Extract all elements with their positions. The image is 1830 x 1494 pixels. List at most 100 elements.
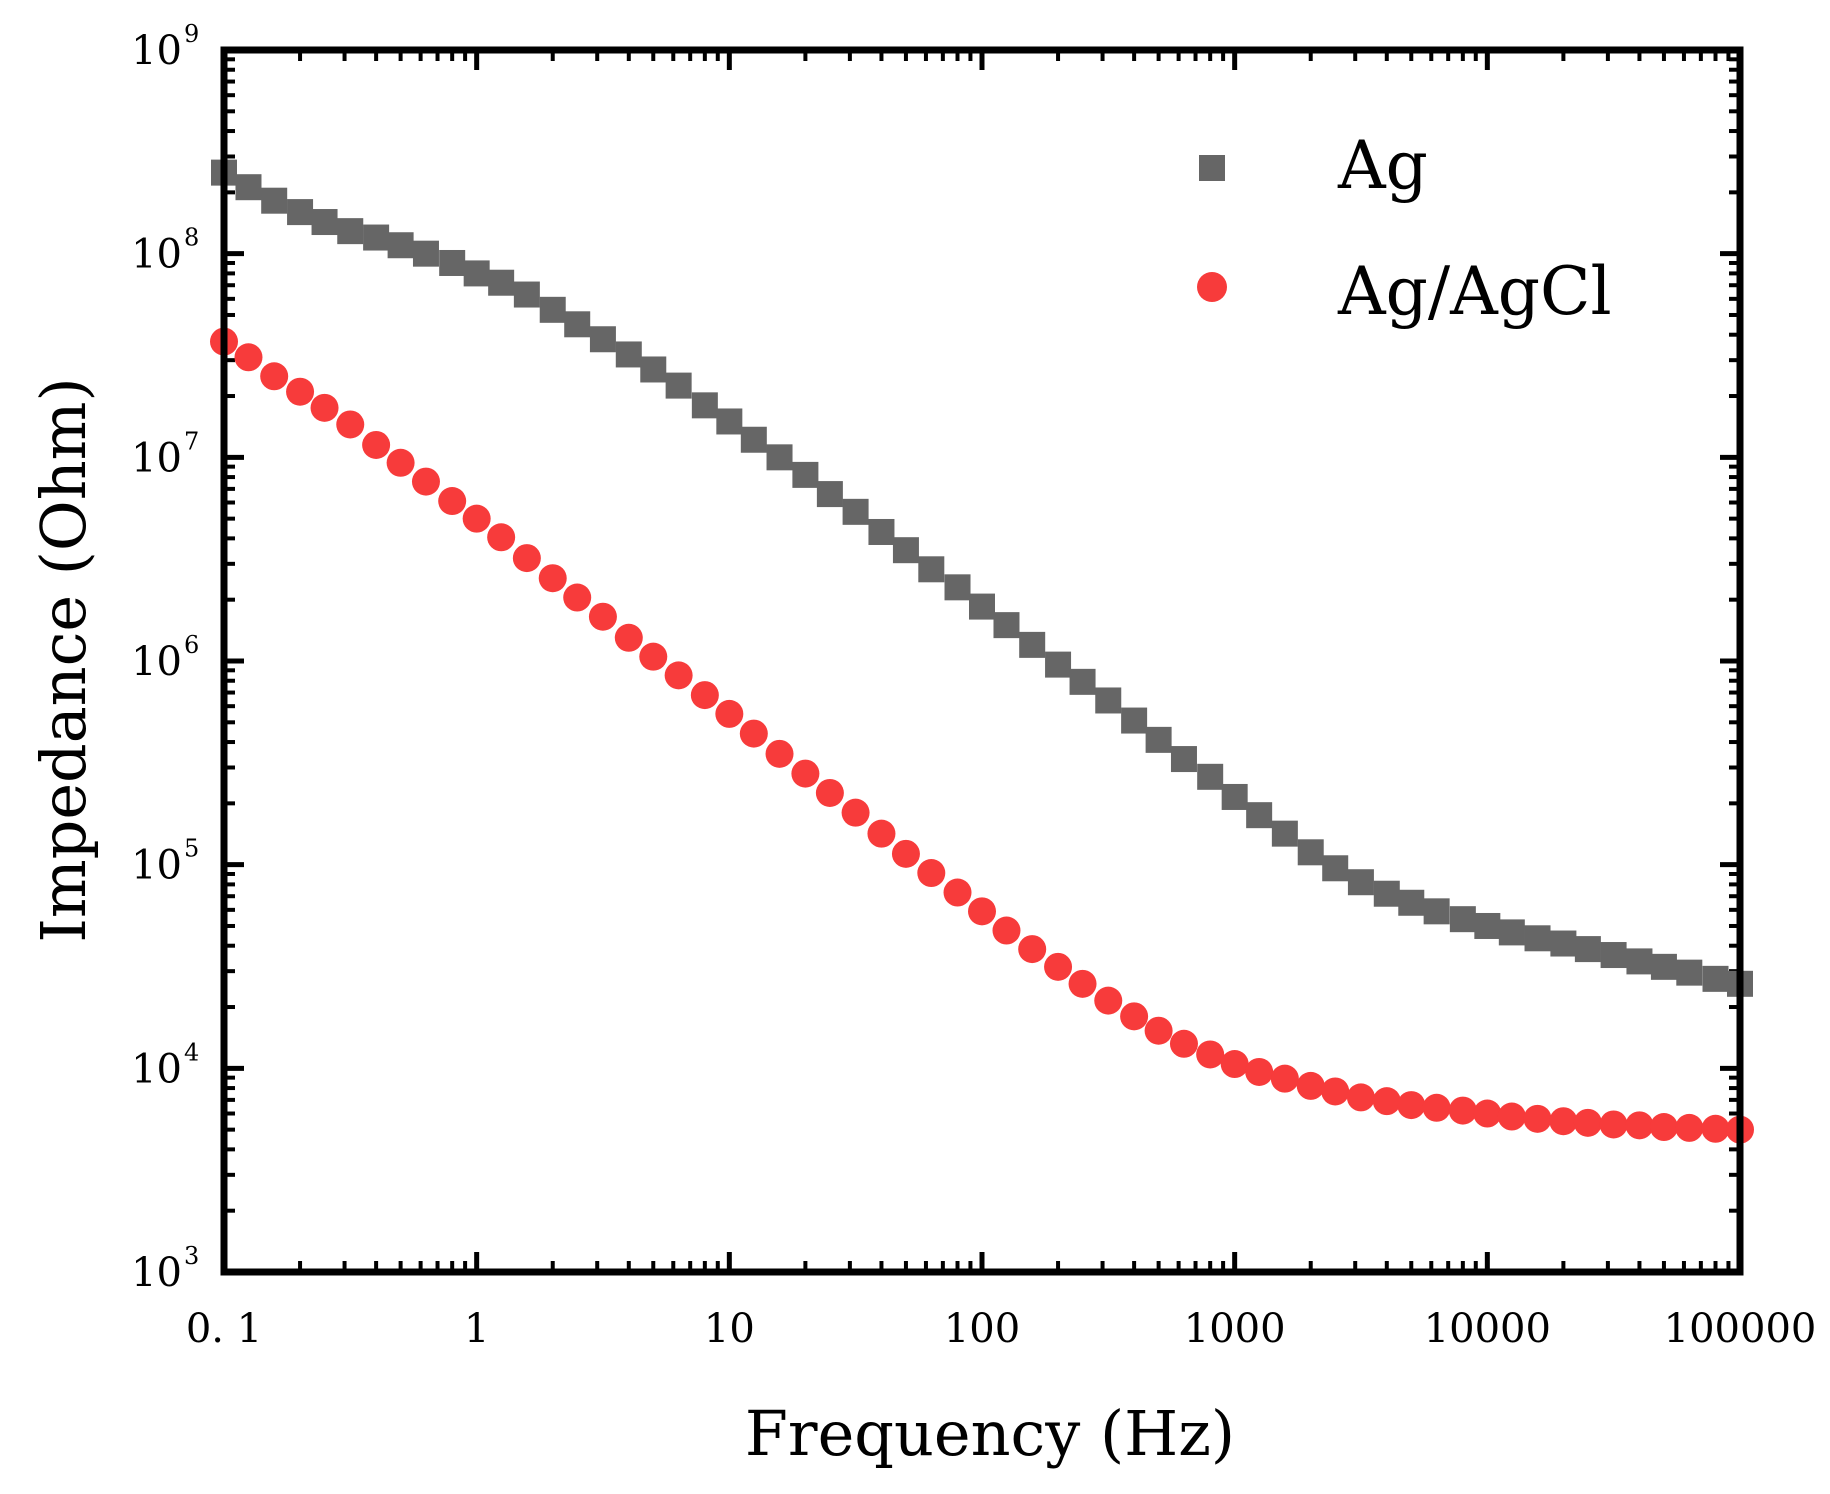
data-point: [993, 612, 1020, 639]
data-point: [234, 343, 263, 372]
y-tick-exponent: 5: [184, 835, 199, 863]
data-point: [1675, 1113, 1704, 1142]
data-point: [842, 498, 869, 525]
data-point: [691, 392, 718, 419]
data-point: [1145, 726, 1172, 753]
data-point: [1422, 1093, 1451, 1122]
data-point: [439, 249, 466, 276]
legend-label-ag: Ag: [1337, 127, 1428, 204]
data-point: [918, 556, 945, 583]
data-point: [1523, 1104, 1552, 1133]
data-point: [1372, 1087, 1401, 1116]
data-point: [892, 537, 919, 564]
data-point: [1246, 802, 1273, 829]
data-point: [1549, 1107, 1578, 1136]
y-tick-exponent: 3: [184, 1242, 199, 1270]
data-point: [1701, 1114, 1730, 1143]
data-point: [891, 839, 920, 868]
data-point: [463, 260, 490, 287]
data-point: [615, 341, 642, 368]
data-point: [1702, 965, 1729, 992]
data-point: [1423, 898, 1450, 925]
data-point: [386, 448, 415, 477]
data-point: [614, 623, 643, 652]
y-tick-exponent: 7: [184, 427, 199, 455]
data-point: [1221, 783, 1248, 810]
data-point: [539, 296, 566, 323]
data-point: [868, 518, 895, 545]
x-tick-label: 100000: [1664, 1306, 1817, 1352]
data-point: [640, 356, 667, 383]
data-point: [438, 487, 467, 516]
data-point: [992, 916, 1021, 945]
x-tick-label: 0. 1: [186, 1306, 262, 1352]
data-point: [1019, 631, 1046, 658]
data-point: [1524, 925, 1551, 952]
data-point: [791, 759, 820, 788]
data-point: [917, 859, 946, 888]
data-point: [310, 393, 339, 422]
y-tick-label: 10: [131, 1250, 182, 1296]
data-point: [1296, 1071, 1325, 1100]
x-axis-title: Frequency (Hz): [745, 1397, 1235, 1470]
data-point: [1271, 820, 1298, 847]
data-point: [1676, 959, 1703, 986]
data-point: [765, 739, 794, 768]
data-point: [1196, 1040, 1225, 1069]
data-point: [715, 699, 744, 728]
data-point: [1474, 912, 1501, 939]
data-point: [1095, 687, 1122, 714]
data-point: [815, 778, 844, 807]
data-point: [563, 583, 592, 612]
y-tick-label: 10: [131, 843, 182, 889]
data-point: [1625, 1111, 1654, 1140]
data-point: [665, 372, 692, 399]
data-point: [867, 819, 896, 848]
data-point: [664, 661, 693, 690]
data-point: [487, 523, 516, 552]
y-tick-exponent: 8: [184, 224, 199, 252]
data-point: [944, 574, 971, 601]
legend-marker-ag: [1199, 155, 1225, 181]
data-point: [589, 326, 616, 353]
data-point: [1220, 1050, 1249, 1079]
data-point: [841, 798, 870, 827]
data-point: [411, 467, 440, 496]
data-point: [1600, 942, 1627, 969]
data-point: [1397, 1091, 1426, 1120]
data-point: [1170, 746, 1197, 773]
y-tick-label: 10: [131, 28, 182, 74]
data-point: [943, 878, 972, 907]
data-point: [968, 897, 996, 926]
data-point: [1197, 763, 1224, 790]
data-point: [1649, 1113, 1678, 1142]
data-point: [1044, 952, 1073, 981]
legend-label-ag-agcl: Ag/AgCl: [1337, 253, 1612, 330]
legend: Ag Ag/AgCl: [1197, 127, 1612, 330]
data-point: [286, 377, 315, 406]
data-point: [1322, 855, 1349, 882]
data-point: [260, 362, 289, 391]
x-tick-label: 1000: [1184, 1306, 1286, 1352]
data-point: [311, 209, 338, 236]
data-point: [336, 410, 365, 439]
data-point: [287, 199, 314, 226]
data-point: [1346, 1083, 1375, 1112]
axis-ticks: [221, 47, 1743, 1275]
x-tick-label: 10: [704, 1306, 755, 1352]
data-point: [739, 719, 768, 748]
data-point: [690, 681, 719, 710]
data-point: [1120, 1002, 1149, 1031]
data-point: [1270, 1064, 1299, 1093]
data-point: [363, 224, 390, 251]
data-series: [210, 159, 1754, 1144]
data-point: [816, 481, 843, 508]
data-point: [513, 281, 540, 308]
data-point: [512, 544, 541, 573]
data-point: [766, 444, 793, 471]
data-point: [488, 269, 515, 296]
series-ag: [211, 159, 1753, 997]
data-point: [1449, 906, 1476, 933]
